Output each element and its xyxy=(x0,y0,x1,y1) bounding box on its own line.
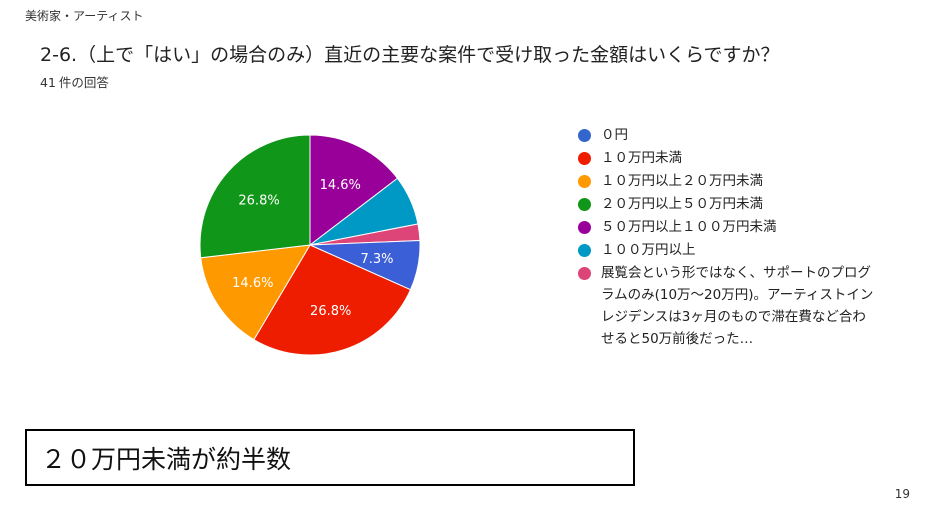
pie-slice xyxy=(199,134,311,259)
legend-item-10-20man: １０万円以上２０万円未満 xyxy=(578,170,878,193)
legend-label: １０万円以上２０万円未満 xyxy=(601,173,763,189)
pie-slice-label: 7.3% xyxy=(360,252,393,267)
response-count-number: 41 xyxy=(40,75,56,90)
pie-slice-label: 26.8% xyxy=(238,194,279,209)
pie-slice-label: 14.6% xyxy=(320,178,361,193)
legend-dot xyxy=(578,244,591,257)
legend-item-other: 展覧会という形ではなく、サポートのプログラムのみ(10万〜20万円)。アーティス… xyxy=(578,262,878,350)
pie-slice xyxy=(309,134,399,247)
legend-label: １０万円未満 xyxy=(601,150,682,166)
category-label: 美術家・アーティスト xyxy=(25,9,144,23)
pie-slice-label: 14.6% xyxy=(232,276,273,291)
pie-slice xyxy=(253,244,412,356)
legend-label: ２０万円以上５０万円未満 xyxy=(601,196,763,212)
pie-slice xyxy=(200,244,311,341)
legend-label: ０円 xyxy=(601,127,628,143)
legend-label: ５０万円以上１００万円未満 xyxy=(601,219,777,235)
response-count: 41 件の回答 xyxy=(40,72,109,91)
legend-dot xyxy=(578,267,591,280)
legend-dot xyxy=(578,129,591,142)
legend-label: 展覧会という形ではなく、サポートのプログラムのみ(10万〜20万円)。アーティス… xyxy=(601,265,874,347)
legend-dot xyxy=(578,175,591,188)
legend-item-0-yen: ０円 xyxy=(578,124,878,147)
summary-box: ２０万円未満が約半数 xyxy=(25,429,635,486)
response-count-label: 件の回答 xyxy=(58,75,109,90)
question-title: 2-6.（上で「はい」の場合のみ）直近の主要な案件で受け取った金額はいくらですか… xyxy=(40,44,780,66)
legend-item-under-10man: １０万円未満 xyxy=(578,147,878,170)
summary-text: ２０万円未満が約半数 xyxy=(41,444,292,474)
legend-item-20-50man: ２０万円以上５０万円未満 xyxy=(578,193,878,216)
legend-item-50-100man: ５０万円以上１００万円未満 xyxy=(578,216,878,239)
chart-legend: ０円 １０万円未満 １０万円以上２０万円未満 ２０万円以上５０万円未満 ５０万円… xyxy=(578,124,878,350)
page-number: 19 xyxy=(894,487,910,501)
legend-item-over-100man: １００万円以上 xyxy=(578,239,878,262)
legend-dot xyxy=(578,152,591,165)
legend-dot xyxy=(578,198,591,211)
legend-label: １００万円以上 xyxy=(601,242,696,258)
pie-slice-label: 26.8% xyxy=(310,304,351,319)
legend-dot xyxy=(578,221,591,234)
pie-chart: 14.6% 7.3% 26.8% 14.6% 26.8% xyxy=(199,134,421,356)
